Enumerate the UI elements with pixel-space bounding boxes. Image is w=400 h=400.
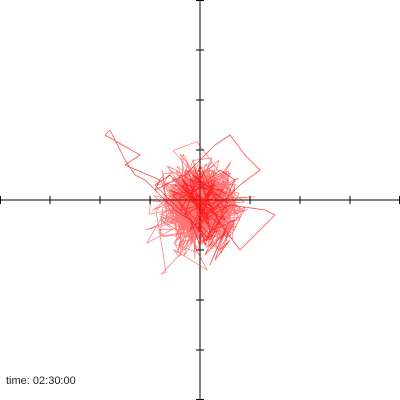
time-value: 02:30:00 <box>32 375 76 387</box>
time-label: time: <box>6 375 30 387</box>
time-readout: time: 02:30:00 <box>6 375 76 387</box>
trajectory-trace <box>104 129 276 275</box>
trajectory-core-cluster <box>145 141 255 275</box>
